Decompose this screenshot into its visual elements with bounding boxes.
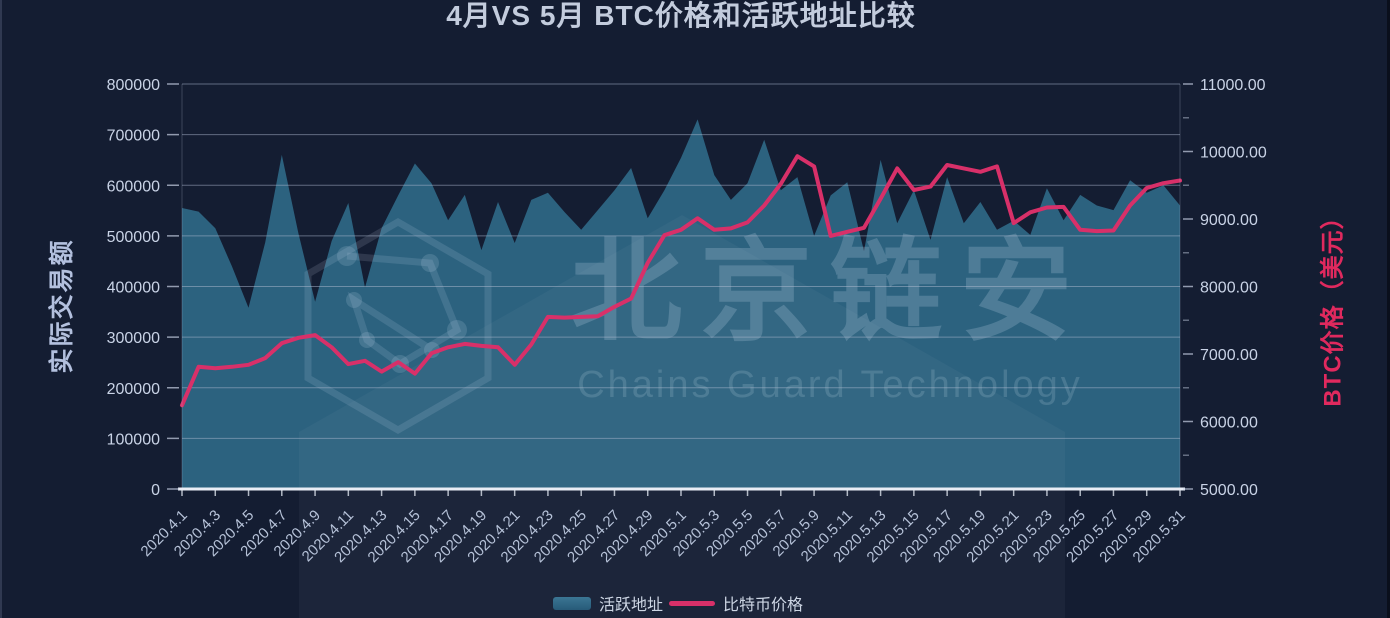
left-axis-tick-label: 600000: [107, 178, 160, 195]
line-swatch-icon: [669, 600, 715, 606]
left-axis-tick-label: 800000: [107, 77, 160, 94]
price-line-series[interactable]: [180, 154, 1182, 408]
right-axis-tick-label: 6000.00: [1200, 415, 1258, 432]
right-axis-tick-label: 11000.00: [1200, 77, 1266, 94]
left-axis-tick-label: 400000: [107, 280, 160, 297]
gridlines: [182, 83, 1180, 439]
chart-title: 4月VS 5月 BTC价格和活跃地址比较: [446, 0, 916, 31]
left-axis-tick-label: 300000: [107, 330, 160, 347]
legend-item-btc-price[interactable]: 比特币价格: [669, 591, 803, 615]
left-axis-tick-label: 700000: [107, 128, 160, 145]
right-axis-tick-label: 10000.00: [1200, 145, 1267, 162]
left-axis-tick-label: 100000: [107, 431, 160, 448]
legend-label-active-addresses: 活跃地址: [598, 597, 663, 614]
right-axis-tick-label: 7000.00: [1200, 347, 1258, 364]
right-axis-tick-label: 8000.00: [1200, 280, 1258, 297]
right-axis-tick-label: 9000.00: [1200, 212, 1258, 229]
area-swatch-icon: [552, 596, 591, 610]
price-line-group: [180, 154, 1182, 408]
left-axis-tick-label: 0: [151, 482, 160, 499]
area-series-group: [182, 119, 1180, 490]
area-series[interactable]: [182, 119, 1180, 490]
legend-label-btc-price: 比特币价格: [723, 597, 804, 614]
left-axis-tick-label: 500000: [107, 229, 160, 246]
legend-item-active-addresses[interactable]: 活跃地址: [552, 591, 663, 615]
left-axis-tick-label: 200000: [107, 381, 160, 398]
right-axis-tick-label: 5000.00: [1200, 482, 1258, 499]
y-axis-title-left: 实际交易额: [48, 238, 76, 374]
y-axis-title-right: BTC价格（美元）: [1319, 204, 1347, 407]
legend: 活跃地址 比特币价格: [2, 591, 1372, 615]
